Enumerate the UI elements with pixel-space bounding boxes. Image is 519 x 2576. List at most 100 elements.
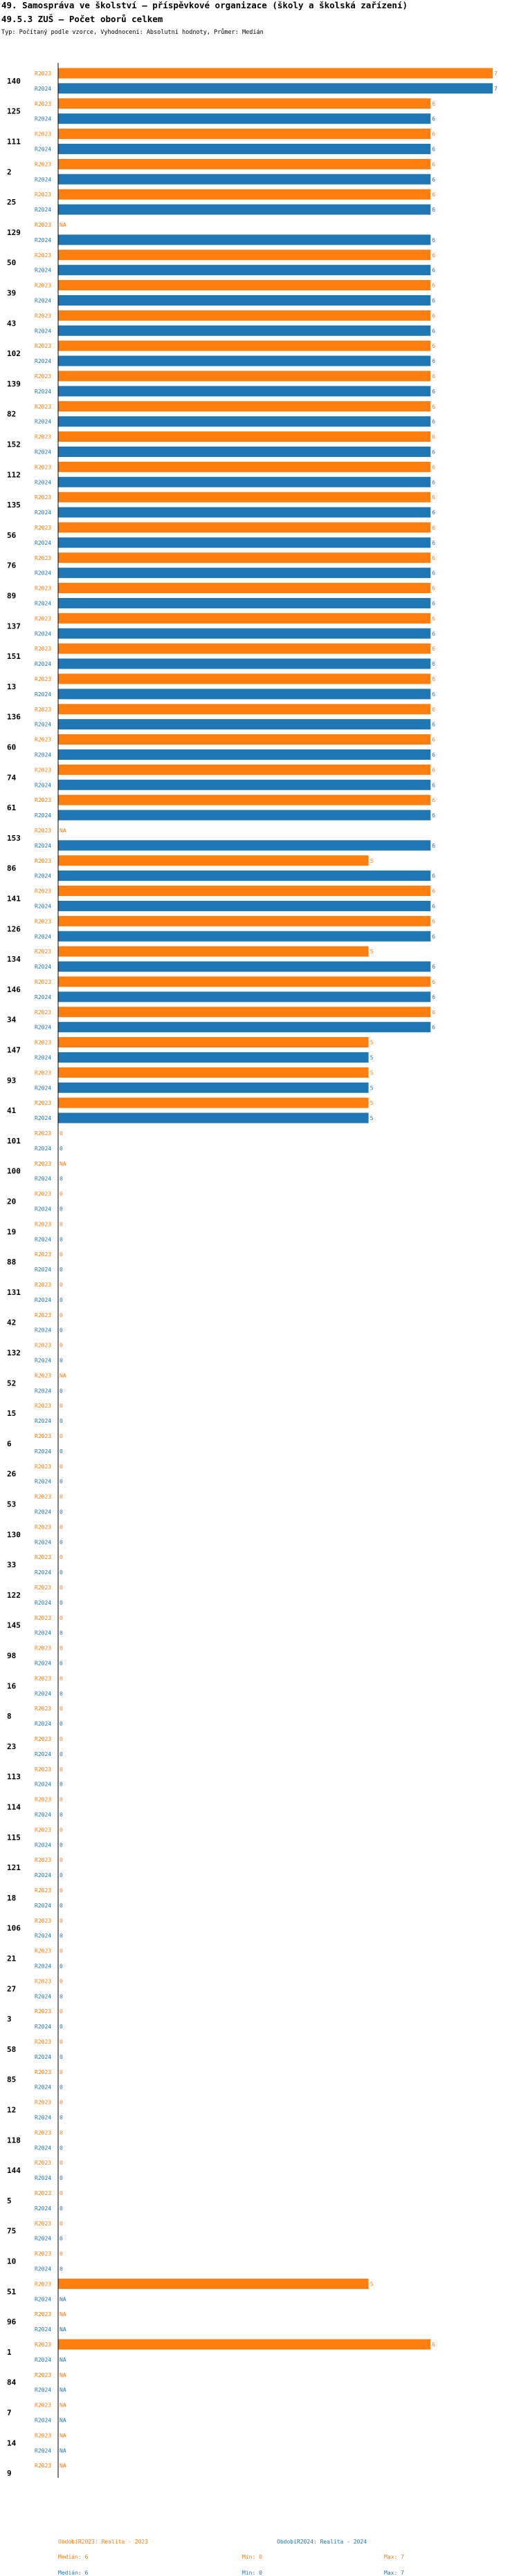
bar bbox=[58, 689, 431, 700]
data-label: 0 bbox=[60, 1857, 63, 1863]
category-label: 88 bbox=[7, 1258, 16, 1267]
category-label: 74 bbox=[7, 773, 17, 782]
series-label: R2023 bbox=[35, 737, 51, 743]
bar bbox=[58, 628, 431, 639]
bar bbox=[58, 552, 431, 563]
series-label: R2023 bbox=[35, 2342, 51, 2348]
data-label: 6 bbox=[432, 146, 435, 152]
series-label: R2024 bbox=[35, 1388, 51, 1394]
series-label: R2024 bbox=[35, 1176, 51, 1182]
data-label: 0 bbox=[60, 2054, 63, 2060]
data-label: NA bbox=[60, 2357, 66, 2363]
data-label: 0 bbox=[60, 1312, 63, 1318]
series-label: R2023 bbox=[35, 1585, 51, 1591]
data-label: 0 bbox=[60, 1903, 63, 1909]
data-label: 6 bbox=[432, 494, 435, 501]
data-label: 0 bbox=[60, 1645, 63, 1652]
data-label: 0 bbox=[60, 1585, 63, 1591]
chart-description: Typ: Počítaný podle vzorce, Vyhodnocení:… bbox=[1, 29, 264, 36]
bar bbox=[58, 855, 369, 866]
category-label: 5 bbox=[7, 2196, 12, 2205]
series-label: R2024 bbox=[35, 2387, 51, 2393]
bar bbox=[58, 719, 431, 730]
category-label: 43 bbox=[7, 319, 16, 328]
data-label: 0 bbox=[60, 1191, 63, 1197]
bar bbox=[58, 174, 431, 185]
data-label: 0 bbox=[60, 2160, 63, 2166]
series-label: R2023 bbox=[35, 1494, 51, 1500]
category-label: 13 bbox=[7, 682, 16, 691]
category-label: 147 bbox=[7, 1046, 21, 1055]
series-label: R2023 bbox=[35, 858, 51, 864]
data-label: 0 bbox=[60, 2266, 63, 2272]
data-label: 0 bbox=[60, 1418, 63, 1424]
data-label: 0 bbox=[60, 1569, 63, 1576]
series-label: R2023 bbox=[35, 707, 51, 713]
series-label: R2024 bbox=[35, 1660, 51, 1666]
category-label: 82 bbox=[7, 410, 16, 419]
data-label: 0 bbox=[60, 1721, 63, 1727]
series-label: R2024 bbox=[35, 782, 51, 788]
bar bbox=[58, 143, 431, 154]
series-label: R2024 bbox=[35, 1479, 51, 1485]
data-label: 6 bbox=[432, 767, 435, 773]
data-label: 6 bbox=[432, 237, 435, 243]
bar bbox=[58, 931, 431, 942]
category-label: 85 bbox=[7, 2075, 16, 2084]
series-label: R2024 bbox=[35, 631, 51, 637]
category-label: 42 bbox=[7, 1318, 16, 1327]
series-label: R2023 bbox=[35, 1918, 51, 1924]
series-label: R2023 bbox=[35, 131, 51, 138]
category-label: 152 bbox=[7, 440, 21, 449]
bar bbox=[58, 946, 369, 957]
bar bbox=[58, 1007, 431, 1018]
bar bbox=[58, 507, 431, 518]
data-label: 6 bbox=[432, 873, 435, 879]
data-label: 5 bbox=[370, 1085, 374, 1091]
data-label: 0 bbox=[60, 2145, 63, 2151]
data-label: 0 bbox=[60, 2114, 63, 2120]
series-label: R2024 bbox=[35, 1025, 51, 1031]
data-label: 0 bbox=[60, 2251, 63, 2257]
series-label: R2024 bbox=[35, 1267, 51, 1273]
data-label: 6 bbox=[432, 2342, 435, 2348]
bar bbox=[58, 68, 493, 79]
bar bbox=[58, 961, 431, 972]
data-label: 0 bbox=[60, 2039, 63, 2045]
category-label: 145 bbox=[7, 1621, 21, 1630]
legend-r2023-median: Medián: 6 bbox=[58, 2554, 89, 2560]
data-label: 6 bbox=[432, 903, 435, 909]
bar bbox=[58, 794, 431, 805]
series-label: R2024 bbox=[35, 540, 51, 546]
series-label: R2024 bbox=[35, 2357, 51, 2363]
legend-r2024-max: Max: 7 bbox=[384, 2570, 404, 2576]
data-label: 5 bbox=[370, 1100, 374, 1106]
category-label: 118 bbox=[7, 2136, 21, 2145]
category-label: 100 bbox=[7, 1167, 21, 1176]
series-label: R2024 bbox=[35, 994, 51, 1000]
category-label: 141 bbox=[7, 895, 21, 904]
category-label: 3 bbox=[7, 2015, 12, 2024]
data-label: 6 bbox=[432, 434, 435, 440]
bar bbox=[58, 583, 431, 594]
series-label: R2024 bbox=[35, 2054, 51, 2060]
chart-title: 49. Samospráva ve školství – příspěvkové… bbox=[1, 0, 408, 10]
bar bbox=[58, 915, 431, 926]
series-label: R2023 bbox=[35, 1161, 51, 1167]
series-label: R2023 bbox=[35, 1221, 51, 1227]
data-label: 0 bbox=[60, 2008, 63, 2015]
data-label: 0 bbox=[60, 1872, 63, 1878]
category-label: 125 bbox=[7, 107, 21, 116]
category-label: 153 bbox=[7, 834, 21, 843]
category-label: 10 bbox=[7, 2257, 16, 2266]
category-label: 23 bbox=[7, 1742, 16, 1751]
bar bbox=[58, 779, 431, 790]
series-label: R2024 bbox=[35, 691, 51, 698]
data-label: 0 bbox=[60, 2024, 63, 2030]
series-label: R2023 bbox=[35, 1100, 51, 1106]
series-label: R2024 bbox=[35, 1448, 51, 1455]
series-label: R2023 bbox=[35, 1464, 51, 1470]
series-label: R2023 bbox=[35, 2100, 51, 2106]
category-label: 113 bbox=[7, 1773, 21, 1782]
series-label: R2023 bbox=[35, 1675, 51, 1681]
